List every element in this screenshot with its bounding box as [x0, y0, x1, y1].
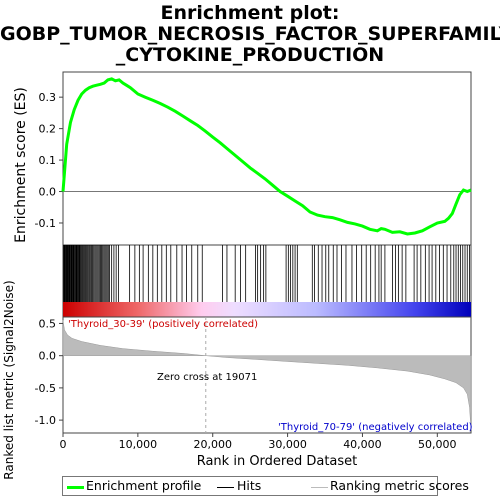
- es-y-axis-label: Enrichment score (ES): [13, 87, 29, 243]
- es-tick-label: 0.0: [39, 186, 57, 199]
- chart-title-line2: GOBP_TUMOR_NECROSIS_FACTOR_SUPERFAMILY: [0, 23, 500, 45]
- x-tick-label: 20,000: [193, 438, 232, 451]
- x-tick-label: 0: [60, 438, 67, 451]
- zero-cross-label: Zero cross at 19071: [157, 372, 257, 383]
- x-tick-label: 10,000: [119, 438, 158, 451]
- es-panel-frame: [62, 71, 472, 246]
- es-tick-label: -0.1: [35, 217, 56, 230]
- neg-class-label: 'Thyroid_70-79' (negatively correlated): [278, 422, 473, 433]
- metric-tick-label: 0.0: [39, 350, 57, 363]
- x-tick-label: 50,000: [418, 438, 457, 451]
- metric-tick-label: -0.5: [35, 382, 56, 395]
- metric-area: [62, 320, 472, 430]
- es-tick-label: 0.1: [39, 154, 57, 167]
- x-tick-label: 40,000: [343, 438, 382, 451]
- legend-ranking-label: Ranking metric scores: [330, 478, 469, 493]
- x-axis-label: Rank in Ordered Dataset: [197, 454, 358, 469]
- es-y-ticks: -0.1 0.0 0.1 0.2 0.3: [35, 91, 63, 230]
- rank-color-bar: [63, 302, 471, 317]
- legend-enrichment-swatch: [67, 486, 84, 489]
- metric-y-ticks: -1.0 -0.5 0.0 0.5: [35, 317, 63, 427]
- hit-lines: [63, 245, 470, 302]
- es-tick-label: 0.2: [39, 123, 57, 136]
- enrichment-profile-line: [61, 77, 472, 236]
- legend: Enrichment profile Hits Ranking metric s…: [62, 476, 469, 496]
- ranking-metric-area: [62, 320, 472, 430]
- legend-hits-label: Hits: [237, 478, 262, 493]
- metric-y-axis-label: Ranked list metric (Signal2Noise): [2, 280, 16, 479]
- chart-title-line1: Enrichment plot:: [160, 2, 340, 24]
- metric-tick-label: 0.5: [39, 317, 57, 330]
- x-tick-label: 30,000: [268, 438, 307, 451]
- x-axis-ticks: 0 10,000 20,000 30,000 40,000 50,000: [60, 433, 457, 451]
- legend-ranking-swatch: [311, 487, 328, 488]
- chart-title-line3: _CYTOKINE_PRODUCTION: [115, 44, 385, 66]
- metric-tick-label: -1.0: [35, 414, 56, 427]
- metric-panel-frame: [62, 316, 472, 434]
- legend-enrichment-label: Enrichment profile: [86, 478, 202, 493]
- pos-class-label: 'Thyroid_30-39' (positively correlated): [68, 319, 258, 330]
- legend-hits-swatch: [217, 487, 234, 488]
- es-tick-label: 0.3: [39, 91, 57, 104]
